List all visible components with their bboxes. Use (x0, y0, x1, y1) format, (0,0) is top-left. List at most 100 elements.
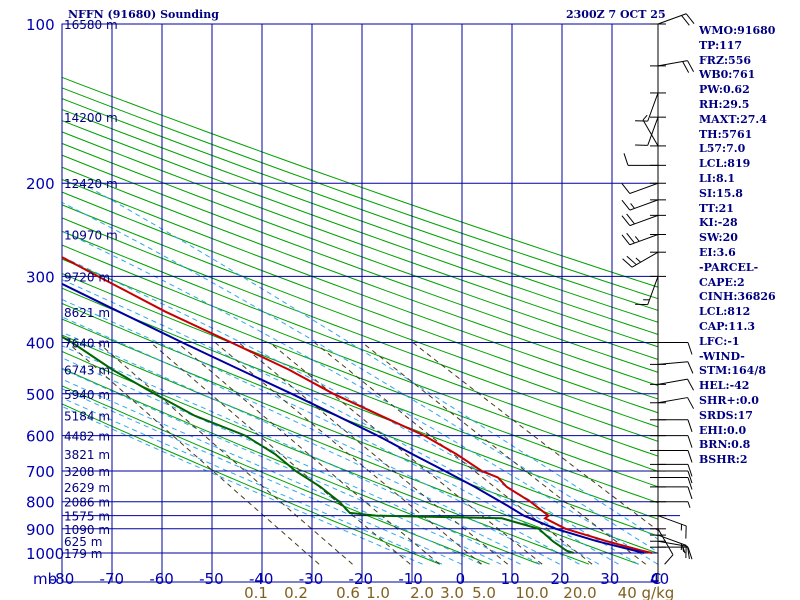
mixing-ratio-line (214, 342, 482, 565)
wind-barb (650, 397, 695, 409)
index-value: HEL:-42 (699, 379, 750, 393)
temperature-tick-label: 30 (600, 570, 619, 588)
temperature-tick-label: -40 (249, 570, 274, 588)
index-value: STM:164/8 (699, 364, 766, 378)
indices-panel: WMO:91680 TP:117 FRZ:556 WB0:761 PW:0.62 RH:2… (699, 24, 799, 468)
index-value: EHI:0.0 (699, 423, 747, 437)
isobar-grid (62, 23, 680, 554)
dry-adiabat-line (62, 318, 658, 554)
moist-adiabat-line (62, 331, 560, 565)
height-label: 179 m (64, 547, 102, 561)
mixing-ratio-line (314, 342, 593, 565)
mixing-ratio-label: 1.0 (366, 584, 390, 600)
height-labels: 16580 m 14200 m 12420 m 10970 m 9720 m 8621 m… (64, 18, 118, 561)
wind-barb (635, 275, 666, 306)
height-label: 625 m (64, 535, 102, 549)
mixing-ratio-line (238, 342, 509, 565)
height-label: 4482 m (64, 430, 110, 444)
temperature-tick-label: 40 (650, 570, 669, 588)
pressure-tick-label: 900 (26, 521, 55, 539)
wind-barb-feather (687, 419, 693, 432)
temperature-tick-label: 20 (550, 570, 569, 588)
wind-barb-half-feather (682, 547, 686, 554)
wind-barb-feather (621, 199, 631, 211)
wind-barb (650, 419, 693, 432)
dry-adiabat-line (62, 178, 658, 400)
height-label: 14200 m (64, 111, 118, 125)
wind-barb-half-feather (687, 501, 691, 508)
wind-barb-feather (687, 450, 693, 463)
height-label: 12420 m (64, 177, 118, 191)
height-label: 10970 m (64, 229, 118, 243)
temperature-unit-label: C (651, 570, 661, 588)
pressure-tick-label: 100 (26, 16, 55, 34)
wind-barb (650, 515, 687, 539)
height-label: 1575 m (64, 510, 110, 524)
moist-adiabat-line (62, 368, 502, 565)
moist-adiabat-line (62, 201, 658, 553)
height-label: 2629 m (64, 481, 110, 495)
dry-adiabat-line (62, 258, 658, 488)
mixing-ratio-label: 20.0 (563, 584, 596, 600)
temperature-tick-label: -60 (149, 570, 174, 588)
wind-barb (650, 361, 694, 374)
wind-barb-staff (647, 116, 659, 146)
height-label: 5184 m (64, 410, 110, 424)
chart-title: NFFN (91680) Sounding (68, 8, 219, 21)
dry-adiabat-line (62, 87, 658, 300)
mixing-ratio-label: 0.6 (336, 584, 360, 600)
index-value: EI:3.6 (699, 245, 736, 259)
pressure-tick-label: 1000 (26, 545, 64, 563)
moist-adiabat-line (81, 182, 658, 540)
mixing-ratio-line (176, 342, 440, 565)
temperature-profile-line (62, 256, 653, 554)
index-value: CAP:11.3 (699, 319, 756, 333)
index-value: SHR+:0.0 (699, 393, 759, 407)
dewpoint-profile-line (62, 335, 575, 554)
moist-adiabat-line (62, 397, 443, 565)
mixing-ratio-label: 0.1 (244, 584, 268, 600)
pressure-unit-label: mb (33, 570, 57, 588)
mixing-ratio-line (150, 342, 411, 565)
height-label: 3208 m (64, 465, 110, 479)
index-value: KI:-28 (699, 216, 738, 230)
dry-adiabats (62, 76, 658, 565)
moist-adiabat-line (62, 345, 541, 565)
dry-adiabat-line (62, 403, 441, 565)
index-value: WB0:761 (699, 68, 756, 82)
mixing-ratio-lines (67, 342, 658, 565)
index-value: SRDS:17 (699, 408, 753, 422)
dry-adiabat-line (62, 108, 658, 323)
wind-barb-feather (687, 342, 693, 355)
dry-adiabat-line (62, 230, 658, 457)
wind-barb (650, 378, 695, 391)
wind-barb-staff (657, 361, 688, 365)
dry-adiabat-line (62, 76, 658, 288)
wind-barb-feather (687, 361, 694, 374)
height-label: 1090 m (64, 523, 110, 537)
wind-barb-feather (687, 486, 693, 500)
wind-barb-feather (626, 232, 635, 244)
wind-barb-feather (687, 435, 693, 448)
dry-adiabat-line (62, 334, 639, 565)
dry-adiabat-line (62, 120, 658, 335)
wind-barb (650, 463, 693, 477)
wind-barb (650, 60, 695, 73)
wind-barb-feather (687, 464, 693, 477)
wind-barb (650, 477, 693, 490)
moist-adiabat-line (62, 316, 580, 565)
index-value: TH:5761 (699, 127, 753, 141)
mixing-ratio-line (269, 342, 543, 565)
index-value: SI:15.8 (699, 186, 743, 200)
mixing-ratio-label: 10.0 (515, 584, 548, 600)
wind-barb (650, 501, 691, 508)
index-value: RH:29.5 (699, 97, 750, 111)
temperature-tick-label: -30 (299, 570, 324, 588)
wind-barb-half-feather (642, 114, 648, 121)
wind-barb (650, 528, 674, 565)
mixing-ratio-label: 40 g/kg (618, 584, 675, 600)
wind-barb-feather (687, 470, 693, 484)
pressure-tick-label: 800 (26, 494, 55, 512)
wind-barb (650, 341, 693, 355)
dry-adiabat-line (62, 287, 658, 520)
